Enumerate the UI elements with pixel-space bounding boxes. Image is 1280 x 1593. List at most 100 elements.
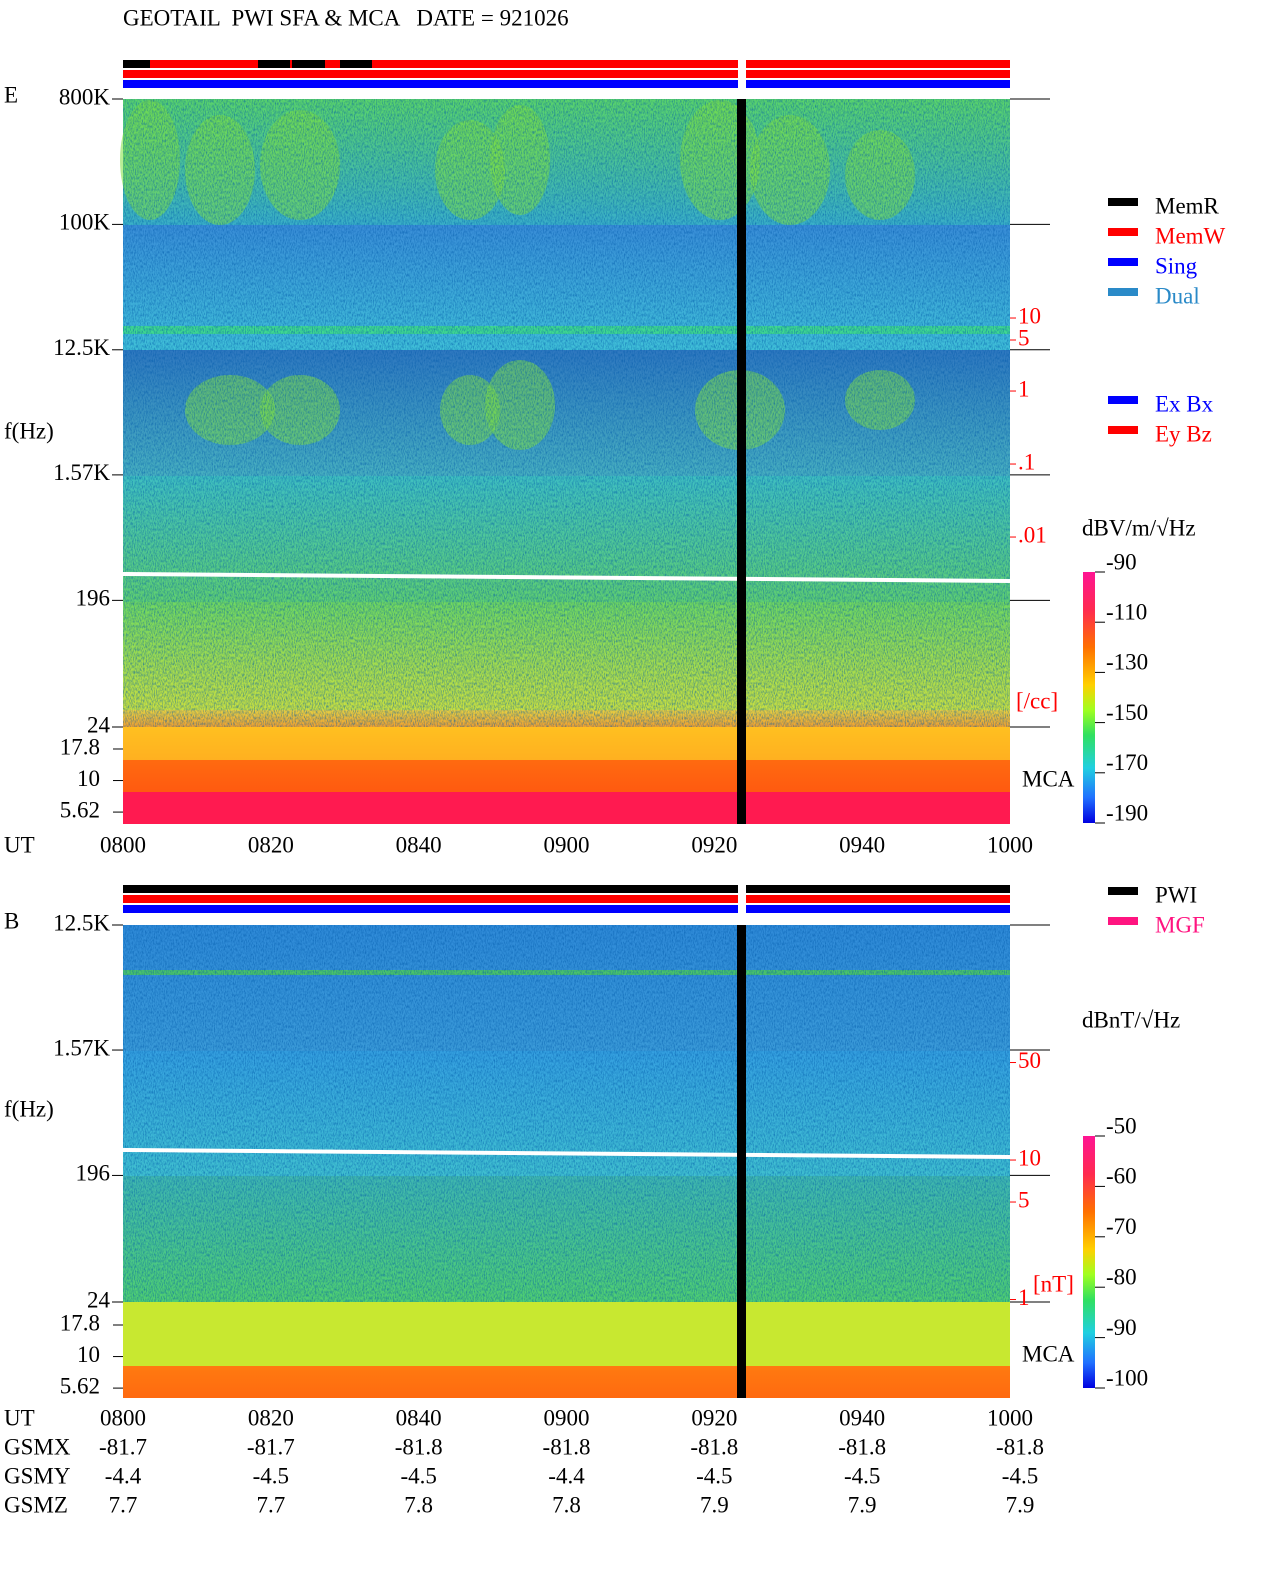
status-gap <box>738 80 746 88</box>
cyclotron-line <box>122 1148 1011 1159</box>
legend-label: Ey Bz <box>1155 421 1212 446</box>
colorbar-tick-label: -150 <box>1106 700 1148 725</box>
y-tick-label: 196 <box>76 1161 111 1186</box>
status-gap <box>738 895 746 903</box>
legend-swatch <box>1108 288 1138 296</box>
mca-tick-label: 5.62 <box>60 797 100 822</box>
colorbar-title: dBnT/√Hz <box>1082 1007 1180 1032</box>
orbit-value: -4.5 <box>400 1463 436 1488</box>
legend-label: Dual <box>1155 283 1200 308</box>
status-bar <box>123 60 1010 68</box>
status-bar <box>123 895 1010 903</box>
colorbar-tick-label: -90 <box>1106 549 1137 574</box>
colorbar-tick-label: -100 <box>1106 1365 1148 1390</box>
mca-tick-label: 10 <box>77 1342 100 1367</box>
y-tick-label: 196 <box>76 586 111 611</box>
y-axis-label: f(Hz) <box>4 1096 54 1121</box>
orbit-value: 7.9 <box>1006 1492 1035 1517</box>
legend-label: MemR <box>1155 193 1220 218</box>
orbit-value: 7.9 <box>848 1492 877 1517</box>
orbit-value: -81.8 <box>690 1434 738 1459</box>
y2-tick-label: 5 <box>1018 325 1030 350</box>
status-gap <box>738 885 746 893</box>
y-tick-label: 100K <box>59 210 111 235</box>
colorbar-tick-label: -90 <box>1106 1315 1137 1340</box>
x-tick-label: 0840 <box>396 1405 442 1430</box>
y-tick-label: 12.5K <box>53 335 110 360</box>
legend-swatch <box>1108 887 1138 895</box>
orbit-value: -4.5 <box>253 1463 289 1488</box>
x-tick-label: 0900 <box>544 832 590 857</box>
colorbar-tick-label: -110 <box>1106 599 1147 624</box>
y-tick-label: 1.57K <box>53 1035 110 1060</box>
x-tick-label: 0800 <box>100 832 146 857</box>
status-bar <box>123 905 1010 913</box>
cyclotron-line <box>122 572 1011 583</box>
colorbar-tick-label: -60 <box>1106 1164 1137 1189</box>
mca-tick-label: 5.62 <box>60 1373 100 1398</box>
colorbar <box>1083 572 1095 823</box>
y-tick-label: 24 <box>87 1287 111 1312</box>
panel-label: E <box>4 82 18 107</box>
status-gap <box>738 70 746 78</box>
spectrogram-noise <box>123 99 1010 727</box>
spectrogram-noise <box>123 925 1010 1302</box>
status-gap <box>738 905 746 913</box>
x-tick-label: 1000 <box>987 1405 1033 1430</box>
orbit-value: -81.8 <box>838 1434 886 1459</box>
mca-label: MCA <box>1022 1341 1075 1366</box>
y2-tick-label: .1 <box>1018 449 1035 474</box>
legend-swatch <box>1108 228 1138 236</box>
status-bar <box>123 885 1010 893</box>
spectrogram-band <box>123 727 1010 760</box>
status-gap <box>738 60 746 68</box>
status-segment <box>340 60 372 68</box>
colorbar-title: dBV/m/√Hz <box>1082 515 1196 540</box>
y2-unit-label: [nT] <box>1033 1271 1074 1296</box>
legend-label: PWI <box>1155 882 1197 907</box>
y-axis-label: f(Hz) <box>4 418 54 443</box>
orbit-value: -4.4 <box>105 1463 142 1488</box>
status-segment <box>258 60 290 68</box>
orbit-value: -81.8 <box>543 1434 591 1459</box>
x-tick-label: 0900 <box>544 1405 590 1430</box>
mca-label: MCA <box>1022 766 1075 791</box>
y-tick-label: 24 <box>87 712 111 737</box>
y2-tick-label: 5 <box>1018 1187 1030 1212</box>
x-tick-label: 0820 <box>248 832 294 857</box>
spectrogram-band <box>123 1366 1010 1398</box>
x-tick-label: 0920 <box>691 832 737 857</box>
x-tick-label: 0920 <box>691 1405 737 1430</box>
y2-tick-label: 1 <box>1018 1285 1030 1310</box>
orbit-value: -4.5 <box>844 1463 880 1488</box>
orbit-value: -81.8 <box>395 1434 443 1459</box>
orbit-label: GSMZ <box>4 1492 68 1517</box>
legend-label: MemW <box>1155 223 1226 248</box>
legend-swatch <box>1108 917 1138 925</box>
x-axis-label: UT <box>4 832 35 857</box>
x-tick-label: 1000 <box>987 832 1033 857</box>
colorbar-tick-label: -190 <box>1106 800 1148 825</box>
colorbar-tick-label: -80 <box>1106 1264 1137 1289</box>
orbit-value: -4.5 <box>1002 1463 1038 1488</box>
y-tick-label: 1.57K <box>53 460 110 485</box>
mca-tick-label: 17.8 <box>60 734 100 759</box>
status-bar <box>123 80 1010 88</box>
colorbar-tick-label: -70 <box>1106 1214 1137 1239</box>
colorbar-tick-label: -130 <box>1106 650 1148 675</box>
status-bar <box>123 70 1010 78</box>
orbit-value: -4.5 <box>696 1463 732 1488</box>
legend-label: MGF <box>1155 912 1205 937</box>
colorbar <box>1083 1136 1095 1388</box>
y2-tick-label: 1 <box>1018 376 1030 401</box>
y-tick-label: 12.5K <box>53 910 110 935</box>
x-tick-label: 0820 <box>248 1405 294 1430</box>
spectrogram-band <box>123 1302 1010 1366</box>
spectrogram-band <box>123 760 1010 792</box>
legend-swatch <box>1108 426 1138 434</box>
colorbar-tick-label: -50 <box>1106 1113 1137 1138</box>
orbit-value: 7.7 <box>109 1492 138 1517</box>
status-segment <box>292 60 325 68</box>
